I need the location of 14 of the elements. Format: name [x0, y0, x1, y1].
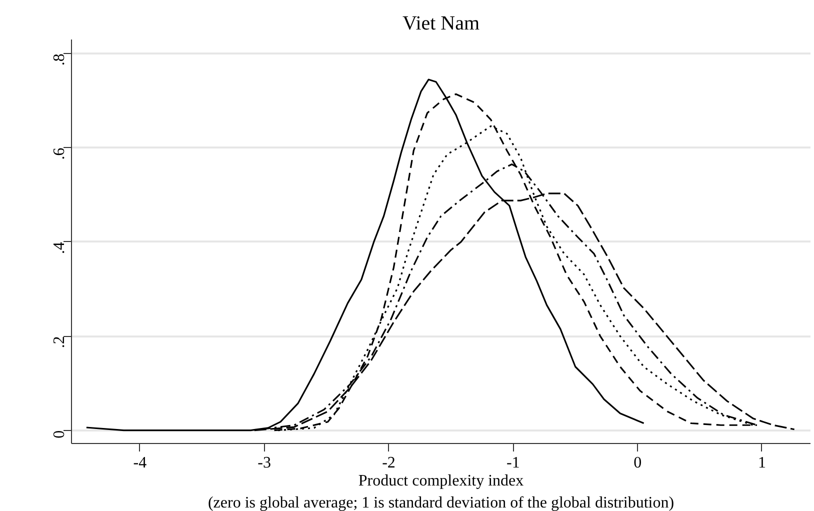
y-tick-label: .6 — [51, 148, 68, 160]
x-tick-label: -1 — [506, 454, 520, 472]
text: (zero is global average; 1 is standard deviation of the global distribution) — [208, 494, 674, 511]
x-tick-label: 0 — [634, 454, 642, 472]
x-axis-title: Product complexity index — [358, 472, 524, 490]
x-tick-label: -3 — [258, 454, 271, 472]
y-tick-label: .8 — [51, 54, 68, 66]
y-tick-label: .2 — [51, 336, 68, 348]
x-tick-label: -4 — [133, 454, 147, 472]
chart-title: Viet Nam — [402, 12, 480, 34]
y-tick-label: 0 — [51, 430, 68, 438]
y-tick-label: .4 — [51, 242, 68, 254]
x-tick-label: 1 — [758, 454, 766, 472]
x-tick-label: -2 — [382, 454, 396, 472]
